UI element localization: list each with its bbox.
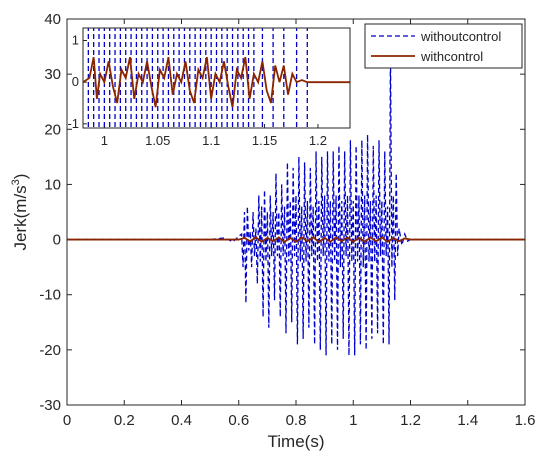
y-axis-title-superscript: 3 xyxy=(10,179,22,185)
y-tick-label: 40 xyxy=(44,11,61,28)
y-tick-label: 0 xyxy=(53,232,61,249)
inset-tick-labels: 1 1.05 1.1 1.15 1.2 -1 0 1 xyxy=(67,33,327,149)
x-tick-label: 0.8 xyxy=(286,412,307,429)
series-line-withoutcontrol xyxy=(67,52,525,356)
x-tick-label: 0.4 xyxy=(171,412,192,429)
plot-frame xyxy=(66,18,526,406)
inset-y-tick-label: 0 xyxy=(72,74,79,89)
x-tick-label: 1 xyxy=(349,412,357,429)
x-tick-label: 1.2 xyxy=(400,412,421,429)
y-tick-label: 20 xyxy=(44,121,61,138)
x-tick-label: 0.2 xyxy=(114,412,135,429)
inset-line-withcontrol xyxy=(83,56,350,108)
inset-y-tick-label: 1 xyxy=(72,33,79,48)
x-tick-label: 0 xyxy=(63,412,71,429)
legend-label-withcontrol: withcontrol xyxy=(420,49,483,64)
inset-x-tick-label: 1.2 xyxy=(309,133,327,148)
legend-label-withoutcontrol: withoutcontrol xyxy=(420,29,501,44)
x-tick-label: 1.6 xyxy=(515,412,536,429)
series-line-withcontrol xyxy=(67,236,525,243)
inset-x-tick-label: 1 xyxy=(101,133,108,148)
main-series-group xyxy=(67,52,525,356)
x-axis-title: Time(s) xyxy=(268,432,325,451)
y-axis-title-base: Jerk(m/s xyxy=(11,185,30,250)
x-tick-label: 0.6 xyxy=(228,412,249,429)
y-axis-title-close: ) xyxy=(11,174,30,180)
inset-zoom-plot: 1 1.05 1.1 1.15 1.2 -1 0 1 xyxy=(67,27,351,149)
x-tick-label: 1.4 xyxy=(457,412,478,429)
y-tick-label: -10 xyxy=(39,287,61,304)
inset-frame xyxy=(82,27,351,129)
inset-x-tick-label: 1.15 xyxy=(252,133,277,148)
y-axis-title: Jerk(m/s3) xyxy=(10,174,30,251)
inset-y-tick-label: -1 xyxy=(67,116,79,131)
main-tick-labels: 0 0.2 0.4 0.6 0.8 1 1.2 1.4 1.6-30-20-1001020304… xyxy=(39,11,535,429)
inset-x-tick-label: 1.1 xyxy=(202,133,220,148)
legend: withoutcontrol withcontrol xyxy=(364,23,523,69)
inset-series-group xyxy=(83,28,350,128)
inset-x-tick-label: 1.05 xyxy=(145,133,170,148)
y-tick-label: 10 xyxy=(44,176,61,193)
legend-box xyxy=(364,23,523,69)
y-tick-label: -30 xyxy=(39,397,61,414)
y-tick-label: 30 xyxy=(44,66,61,83)
y-tick-label: -20 xyxy=(39,342,61,359)
